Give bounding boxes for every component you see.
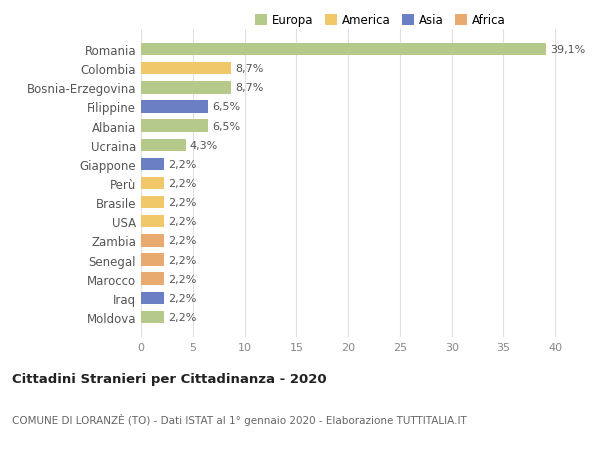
Text: 2,2%: 2,2% xyxy=(168,198,196,207)
Text: 2,2%: 2,2% xyxy=(168,312,196,322)
Text: 8,7%: 8,7% xyxy=(235,83,263,93)
Text: 39,1%: 39,1% xyxy=(550,45,586,55)
Text: 2,2%: 2,2% xyxy=(168,293,196,303)
Bar xyxy=(141,216,164,228)
Text: 2,2%: 2,2% xyxy=(168,160,196,169)
Text: 2,2%: 2,2% xyxy=(168,274,196,284)
Text: 2,2%: 2,2% xyxy=(168,255,196,265)
Bar xyxy=(141,158,164,171)
Bar xyxy=(141,177,164,190)
Text: COMUNE DI LORANZÈ (TO) - Dati ISTAT al 1° gennaio 2020 - Elaborazione TUTTITALIA: COMUNE DI LORANZÈ (TO) - Dati ISTAT al 1… xyxy=(12,413,467,425)
Text: 2,2%: 2,2% xyxy=(168,217,196,227)
Bar xyxy=(141,44,546,56)
Bar xyxy=(141,235,164,247)
Text: 2,2%: 2,2% xyxy=(168,179,196,189)
Bar xyxy=(141,196,164,209)
Bar xyxy=(141,63,231,75)
Text: 6,5%: 6,5% xyxy=(212,102,241,112)
Bar xyxy=(141,139,185,151)
Bar xyxy=(141,273,164,285)
Legend: Europa, America, Asia, Africa: Europa, America, Asia, Africa xyxy=(250,10,510,32)
Bar xyxy=(141,311,164,324)
Text: 2,2%: 2,2% xyxy=(168,236,196,246)
Bar xyxy=(141,292,164,304)
Bar xyxy=(141,82,231,95)
Bar xyxy=(141,101,208,113)
Text: 8,7%: 8,7% xyxy=(235,64,263,74)
Bar xyxy=(141,254,164,266)
Text: Cittadini Stranieri per Cittadinanza - 2020: Cittadini Stranieri per Cittadinanza - 2… xyxy=(12,372,326,385)
Bar xyxy=(141,120,208,133)
Text: 4,3%: 4,3% xyxy=(190,140,218,151)
Text: 6,5%: 6,5% xyxy=(212,121,241,131)
